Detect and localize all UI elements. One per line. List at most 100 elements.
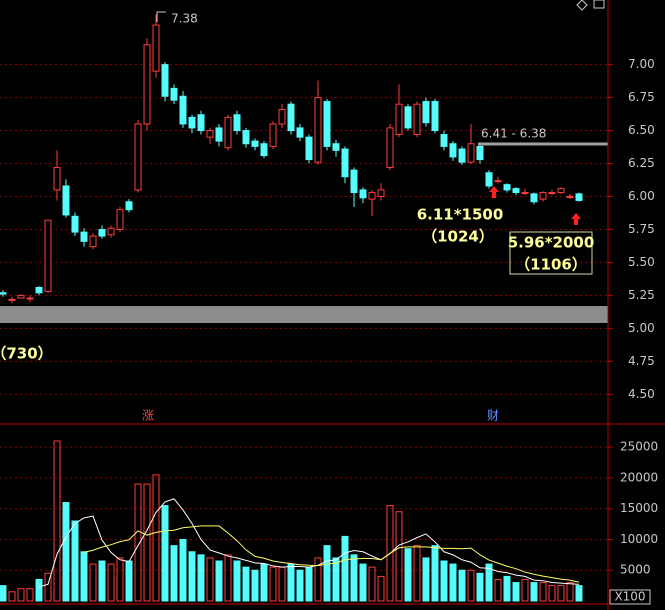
candle-body bbox=[8, 298, 16, 301]
candle-body bbox=[404, 106, 412, 129]
candle-body bbox=[548, 192, 556, 195]
candle-body bbox=[350, 169, 358, 194]
candle-body bbox=[80, 231, 88, 242]
volume-bar bbox=[404, 548, 412, 602]
volume-bar bbox=[107, 563, 115, 602]
candle-body bbox=[143, 44, 151, 125]
y-tick-label: 5000 bbox=[620, 563, 651, 577]
icon bbox=[593, 0, 605, 9]
peak-marker bbox=[156, 11, 166, 22]
candle-body bbox=[485, 172, 493, 187]
volume-bar bbox=[125, 560, 133, 602]
volume-bar bbox=[242, 566, 250, 602]
volume-bar bbox=[503, 575, 511, 602]
volume-bar bbox=[188, 551, 196, 602]
y-tick-label: 6.00 bbox=[628, 189, 655, 203]
candle-body bbox=[98, 228, 106, 237]
volume-bar bbox=[206, 557, 214, 602]
candle-body bbox=[161, 64, 169, 97]
candle-body bbox=[314, 97, 322, 163]
candle-body bbox=[134, 123, 142, 191]
y-tick-label: 10000 bbox=[620, 532, 658, 546]
volume-bar bbox=[8, 591, 16, 602]
volume-bar bbox=[332, 557, 340, 602]
moving-average bbox=[83, 525, 580, 583]
candle-body bbox=[323, 101, 331, 147]
volume-bar bbox=[197, 554, 205, 602]
y-tick-label: 6.25 bbox=[628, 156, 655, 170]
y-tick-label: 5.00 bbox=[628, 321, 655, 335]
candle-body bbox=[251, 140, 259, 147]
volume-bar bbox=[269, 566, 277, 602]
volume-bar bbox=[494, 578, 502, 602]
unit-label: X100 bbox=[614, 590, 645, 604]
volume-bar bbox=[548, 585, 556, 602]
annotation: 5.96*2000 bbox=[508, 234, 595, 252]
volume-bar bbox=[224, 554, 232, 602]
candle-body bbox=[107, 227, 115, 236]
volume-bar bbox=[26, 588, 34, 602]
y-tick-label: 6.50 bbox=[628, 123, 655, 137]
volume-bar bbox=[35, 578, 43, 602]
candle-body bbox=[17, 294, 25, 299]
candle-body bbox=[215, 127, 223, 142]
volume-bar bbox=[17, 588, 25, 602]
volume-bar bbox=[422, 557, 430, 602]
candle-body bbox=[170, 87, 178, 101]
annotation: 6.11*1500 bbox=[417, 206, 504, 224]
y-tick-label: 5.25 bbox=[628, 288, 655, 302]
arrow bbox=[489, 186, 499, 198]
candle-body bbox=[440, 134, 448, 147]
volume-bar bbox=[260, 563, 268, 602]
volume-bar bbox=[485, 563, 493, 602]
volume-bar bbox=[350, 554, 358, 602]
y-tick-label: 4.50 bbox=[628, 387, 655, 401]
candle-body bbox=[575, 193, 583, 201]
annotation-box bbox=[509, 231, 593, 275]
volume-bar bbox=[215, 560, 223, 602]
candle-body bbox=[206, 130, 214, 138]
annotation: 涨 bbox=[142, 408, 154, 423]
volume-bar bbox=[458, 569, 466, 602]
candle-body bbox=[341, 148, 349, 178]
volume-bar bbox=[368, 566, 376, 602]
unit-box bbox=[609, 589, 651, 605]
candle-body bbox=[377, 189, 385, 197]
volume-bar bbox=[413, 545, 421, 602]
volume-bar bbox=[557, 585, 565, 602]
candle-body bbox=[152, 24, 160, 72]
y-tick-label: 6.75 bbox=[628, 90, 655, 104]
volume-bar bbox=[359, 563, 367, 602]
y-tick-label: 5.50 bbox=[628, 255, 655, 269]
volume-bar bbox=[170, 545, 178, 602]
y-tick-label: 4.75 bbox=[628, 354, 655, 368]
candle-body bbox=[62, 185, 70, 216]
candle-body bbox=[557, 188, 565, 194]
volume-bar bbox=[233, 560, 241, 602]
y-tick-label: 20000 bbox=[620, 470, 658, 484]
volume-bar bbox=[62, 502, 70, 602]
candle-body bbox=[26, 297, 34, 300]
arrow bbox=[571, 213, 581, 225]
candle-body bbox=[287, 103, 295, 132]
candle-body bbox=[197, 114, 205, 132]
volume-bar bbox=[530, 582, 538, 602]
candle-body bbox=[512, 188, 520, 194]
candle-body bbox=[395, 103, 403, 136]
annotation: （1106） bbox=[515, 256, 587, 274]
candle-body bbox=[242, 130, 250, 145]
candle-body bbox=[278, 108, 286, 125]
candle-body bbox=[494, 180, 502, 183]
volume-bar bbox=[431, 545, 439, 602]
highlight-band bbox=[0, 306, 608, 323]
candle-body bbox=[431, 101, 439, 132]
candle-body bbox=[332, 143, 340, 151]
candle-body bbox=[449, 143, 457, 158]
candle-body bbox=[116, 209, 124, 230]
y-tick-label: 5.75 bbox=[628, 222, 655, 236]
candle-body bbox=[296, 127, 304, 138]
candle-body bbox=[35, 286, 43, 294]
y-tick-label: 7.00 bbox=[628, 57, 655, 71]
candle-body bbox=[125, 201, 133, 211]
